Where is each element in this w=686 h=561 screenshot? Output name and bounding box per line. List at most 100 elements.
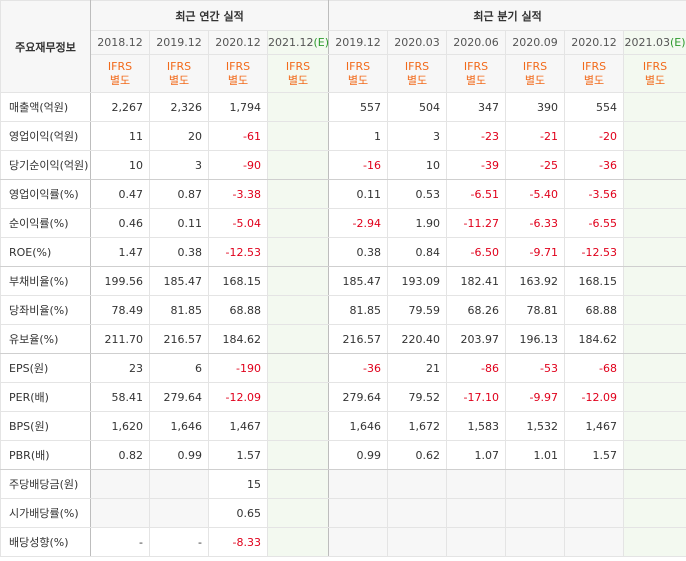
quarter-value-cell: -86 <box>446 353 507 383</box>
quarter-value-cell: 81.85 <box>328 295 389 325</box>
table-row: 부채비율(%) 199.56 185.47 168.15 185.47 193.09 182… <box>0 266 686 296</box>
quarter-value-cell: 1,467 <box>564 411 625 441</box>
quarter-value-cell <box>623 266 686 296</box>
quarter-value-cell <box>623 179 686 209</box>
quarter-value-cell: 1,532 <box>505 411 566 441</box>
quarter-value-cell: -17.10 <box>446 382 507 412</box>
annual-value-cell: 6 <box>149 353 209 383</box>
quarter-value-cell <box>564 498 625 528</box>
annual-value-cell: -190 <box>208 353 268 383</box>
ifrs-standard-label: IFRS 별도 <box>505 54 566 93</box>
ifrs-standard-label: IFRS 별도 <box>387 54 448 93</box>
quarter-value-cell: -21 <box>505 121 566 151</box>
ifrs-text: IFRS <box>107 59 133 73</box>
quarter-value-cell: 182.41 <box>446 266 507 296</box>
quarter-value-cell: -6.55 <box>564 208 625 238</box>
row-label: 당기순이익(억원) <box>0 150 91 180</box>
row-label: 당좌비율(%) <box>0 295 91 325</box>
quarter-period-header: 2020.12 <box>564 30 625 55</box>
separate-text: 별도 <box>524 73 546 87</box>
annual-value-cell <box>90 498 150 528</box>
quarter-value-cell: 347 <box>446 92 507 122</box>
row-label: 주당배당금(원) <box>0 469 91 499</box>
quarter-value-cell: -5.40 <box>505 179 566 209</box>
annual-value-cell: 2,267 <box>90 92 150 122</box>
annual-value-cell: 81.85 <box>149 295 209 325</box>
quarter-value-cell: 554 <box>564 92 625 122</box>
quarter-value-cell: 196.13 <box>505 324 566 354</box>
quarter-value-cell: 390 <box>505 92 566 122</box>
table-row: ROE(%) 1.47 0.38 -12.53 0.38 0.84 -6.50 -9.71 -1… <box>0 237 686 267</box>
annual-value-cell: 68.88 <box>208 295 268 325</box>
quarter-value-cell <box>328 498 389 528</box>
quarter-value-cell: -53 <box>505 353 566 383</box>
row-label: 시가배당률(%) <box>0 498 91 528</box>
quarter-value-cell: -23 <box>446 121 507 151</box>
row-label: 순이익률(%) <box>0 208 91 238</box>
annual-value-cell <box>266 266 330 296</box>
ifrs-standard-label: IFRS 별도 <box>208 54 268 93</box>
annual-value-cell: 0.47 <box>90 179 150 209</box>
estimate-suffix: (E) <box>670 36 686 49</box>
table-row: 당기순이익(억원) 10 3 -90 -16 10 -39 -25 -36 <box>0 150 686 180</box>
quarter-value-cell: -36 <box>564 150 625 180</box>
quarter-value-cell <box>623 121 686 151</box>
quarter-value-cell <box>387 498 448 528</box>
quarter-value-cell: -3.56 <box>564 179 625 209</box>
annual-period-header: 2019.12 <box>149 30 209 55</box>
annual-value-cell <box>266 179 330 209</box>
annual-value-cell: 20 <box>149 121 209 151</box>
annual-value-cell <box>266 295 330 325</box>
ifrs-standard-label: IFRS 별도 <box>90 54 150 93</box>
annual-period-header: 2018.12 <box>90 30 150 55</box>
quarter-value-cell: -6.51 <box>446 179 507 209</box>
quarter-value-cell: 1.57 <box>564 440 625 470</box>
ifrs-standard-label: IFRS 별도 <box>149 54 209 93</box>
annual-value-cell: 0.87 <box>149 179 209 209</box>
annual-value-cell: -5.04 <box>208 208 268 238</box>
annual-value-cell <box>266 469 330 499</box>
quarter-value-cell: 220.40 <box>387 324 448 354</box>
annual-value-cell: - <box>90 527 150 557</box>
corner-label: 주요재무정보 <box>0 0 91 93</box>
table-row: 순이익률(%) 0.46 0.11 -5.04 -2.94 1.90 -11.27 -6.33… <box>0 208 686 238</box>
quarter-value-cell <box>387 527 448 557</box>
row-label: 매출액(억원) <box>0 92 91 122</box>
annual-value-cell <box>266 411 330 441</box>
quarter-value-cell: -12.53 <box>564 237 625 267</box>
quarter-value-cell: -9.71 <box>505 237 566 267</box>
quarter-value-cell <box>623 324 686 354</box>
table-row: EPS(원) 23 6 -190 -36 21 -86 -53 -68 <box>0 353 686 383</box>
annual-value-cell: 0.99 <box>149 440 209 470</box>
annual-value-cell: 0.82 <box>90 440 150 470</box>
annual-value-cell <box>266 208 330 238</box>
quarter-value-cell: 68.26 <box>446 295 507 325</box>
estimate-suffix: (E) <box>313 36 330 49</box>
ifrs-text: IFRS <box>225 59 251 73</box>
annual-value-cell: 1,620 <box>90 411 150 441</box>
annual-value-cell: -61 <box>208 121 268 151</box>
quarter-value-cell <box>623 295 686 325</box>
quarter-value-cell: -20 <box>564 121 625 151</box>
period-label: 2021.03 <box>624 36 671 49</box>
quarter-value-cell: 1 <box>328 121 389 151</box>
quarter-value-cell <box>623 92 686 122</box>
annual-value-cell: 1.57 <box>208 440 268 470</box>
annual-value-cell <box>90 469 150 499</box>
annual-value-cell: 11 <box>90 121 150 151</box>
annual-value-cell: -3.38 <box>208 179 268 209</box>
quarter-value-cell: 78.81 <box>505 295 566 325</box>
quarter-value-cell <box>623 527 686 557</box>
table-row: PBR(배) 0.82 0.99 1.57 0.99 0.62 1.07 1.01 1.57 <box>0 440 686 470</box>
annual-value-cell: 211.70 <box>90 324 150 354</box>
annual-value-cell: 1,467 <box>208 411 268 441</box>
quarter-value-cell <box>623 382 686 412</box>
annual-value-cell: 216.57 <box>149 324 209 354</box>
separate-text: 별도 <box>465 73 487 87</box>
quarter-value-cell <box>328 469 389 499</box>
ifrs-text: IFRS <box>581 59 607 73</box>
annual-value-cell <box>149 498 209 528</box>
row-label: 유보율(%) <box>0 324 91 354</box>
ifrs-text: IFRS <box>404 59 430 73</box>
